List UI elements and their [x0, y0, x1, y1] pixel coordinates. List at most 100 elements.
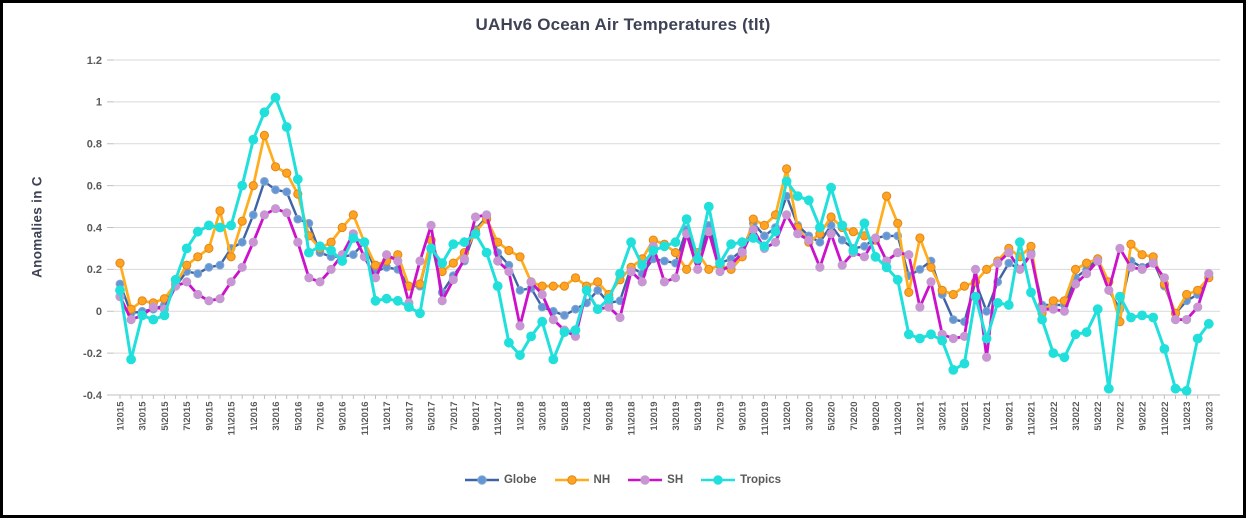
legend-item-nh[interactable]: NH — [554, 474, 611, 486]
data-point-tropics — [237, 180, 248, 191]
data-point-tropics — [1203, 318, 1214, 329]
data-point-tropics — [615, 268, 625, 279]
data-point-nh — [1126, 239, 1136, 249]
plot-area: 1.2 1 0.8 0.6 0.4 0.2 0 -0.2 -0.4 1\2015 3\2015 5\2… — [83, 55, 1220, 436]
data-point-tropics — [648, 245, 659, 256]
x-tick-label: 5\2021 — [960, 401, 971, 431]
data-point-sh — [1137, 264, 1147, 274]
data-point-sh — [659, 277, 670, 287]
data-point-sh — [693, 264, 703, 274]
data-point-nh — [826, 212, 836, 222]
legend-label: NH — [593, 474, 611, 486]
legend: Globe NH SH Tropics — [3, 474, 1243, 486]
data-point-tropics — [192, 226, 203, 237]
data-point-tropics — [492, 281, 503, 292]
data-point-tropics — [992, 298, 1003, 308]
x-tick-label: 11\2022 — [1160, 402, 1171, 436]
data-point-sh — [870, 233, 881, 243]
data-point-tropics — [315, 241, 325, 252]
data-point-globe — [260, 177, 269, 186]
x-tick-label: 11\2020 — [893, 402, 904, 436]
data-point-tropics — [226, 220, 237, 231]
data-point-sh — [193, 289, 203, 300]
data-point-nh — [782, 164, 792, 174]
data-point-tropics — [326, 245, 337, 256]
data-point-tropics — [959, 358, 970, 369]
data-point-tropics — [1037, 314, 1047, 325]
legend-marker-icon — [628, 475, 663, 485]
data-point-tropics — [292, 174, 303, 185]
data-point-globe — [948, 315, 958, 325]
data-point-globe — [248, 210, 258, 220]
legend-item-tropics[interactable]: Tropics — [701, 474, 781, 486]
data-point-tropics — [392, 295, 403, 306]
data-point-globe — [193, 269, 203, 279]
data-point-sh — [259, 210, 269, 220]
data-point-nh — [259, 130, 269, 140]
data-point-tropics — [404, 302, 414, 313]
data-point-tropics — [1181, 385, 1192, 396]
data-point-globe — [215, 260, 225, 270]
data-point-sh — [970, 264, 981, 274]
legend-item-sh[interactable]: SH — [628, 474, 683, 486]
data-point-nh — [515, 252, 525, 262]
data-point-tropics — [637, 260, 648, 271]
data-point-tropics — [1059, 352, 1070, 363]
data-point-tropics — [937, 335, 948, 346]
y-tick-label: 0.4 — [87, 222, 103, 234]
x-tick-label: 1\2023 — [1182, 402, 1193, 431]
x-tick-label: 11\2017 — [493, 402, 504, 436]
data-point-tropics — [715, 258, 725, 269]
data-point-tropics — [337, 256, 348, 266]
data-point-sh — [615, 312, 625, 323]
data-point-tropics — [1081, 327, 1092, 338]
data-point-tropics — [792, 191, 803, 202]
data-point-tropics — [1159, 344, 1170, 354]
data-point-globe — [537, 302, 547, 312]
data-point-sh — [248, 237, 258, 247]
data-point-sh — [604, 302, 614, 312]
data-point-globe — [660, 256, 669, 266]
data-point-sh — [182, 277, 192, 287]
data-point-tropics — [892, 274, 903, 285]
data-point-nh — [1048, 296, 1058, 306]
y-tick-label: 0 — [96, 306, 102, 318]
data-point-globe — [293, 214, 303, 224]
data-point-nh — [215, 206, 225, 216]
data-point-sh — [415, 256, 425, 266]
legend-item-globe[interactable]: Globe — [464, 474, 537, 486]
x-tick-label: 1\2016 — [249, 402, 260, 431]
data-point-sh — [1182, 315, 1192, 325]
data-point-nh — [1182, 289, 1192, 300]
data-point-sh — [1082, 269, 1092, 279]
data-point-tropics — [259, 107, 270, 118]
data-point-sh — [548, 315, 558, 325]
data-point-sh — [670, 273, 681, 283]
data-point-tropics — [826, 182, 836, 193]
data-point-sh — [1004, 248, 1014, 258]
y-tick-label: 0.6 — [87, 180, 102, 192]
data-point-globe — [837, 235, 847, 245]
data-point-tropics — [159, 310, 170, 321]
x-tick-label: 9\2015 — [204, 401, 215, 431]
data-point-tropics — [504, 337, 514, 348]
data-point-nh — [948, 289, 958, 300]
data-point-tropics — [248, 134, 259, 145]
data-point-sh — [315, 277, 325, 287]
legend-marker-icon — [701, 475, 736, 485]
x-tick-label: 9\2018 — [604, 402, 615, 431]
data-point-tropics — [426, 243, 437, 254]
legend-label: Tropics — [740, 474, 782, 486]
data-point-nh — [982, 264, 992, 274]
data-point-sh — [537, 289, 547, 300]
data-point-sh — [448, 275, 458, 285]
data-point-tropics — [1103, 383, 1114, 394]
data-point-nh — [448, 258, 458, 268]
data-point-sh — [804, 235, 814, 245]
data-point-tropics — [415, 308, 425, 319]
data-point-sh — [815, 262, 825, 272]
data-point-sh — [1193, 302, 1203, 312]
data-point-nh — [1082, 258, 1092, 268]
data-point-sh — [1026, 250, 1036, 260]
data-point-tropics — [448, 239, 459, 250]
